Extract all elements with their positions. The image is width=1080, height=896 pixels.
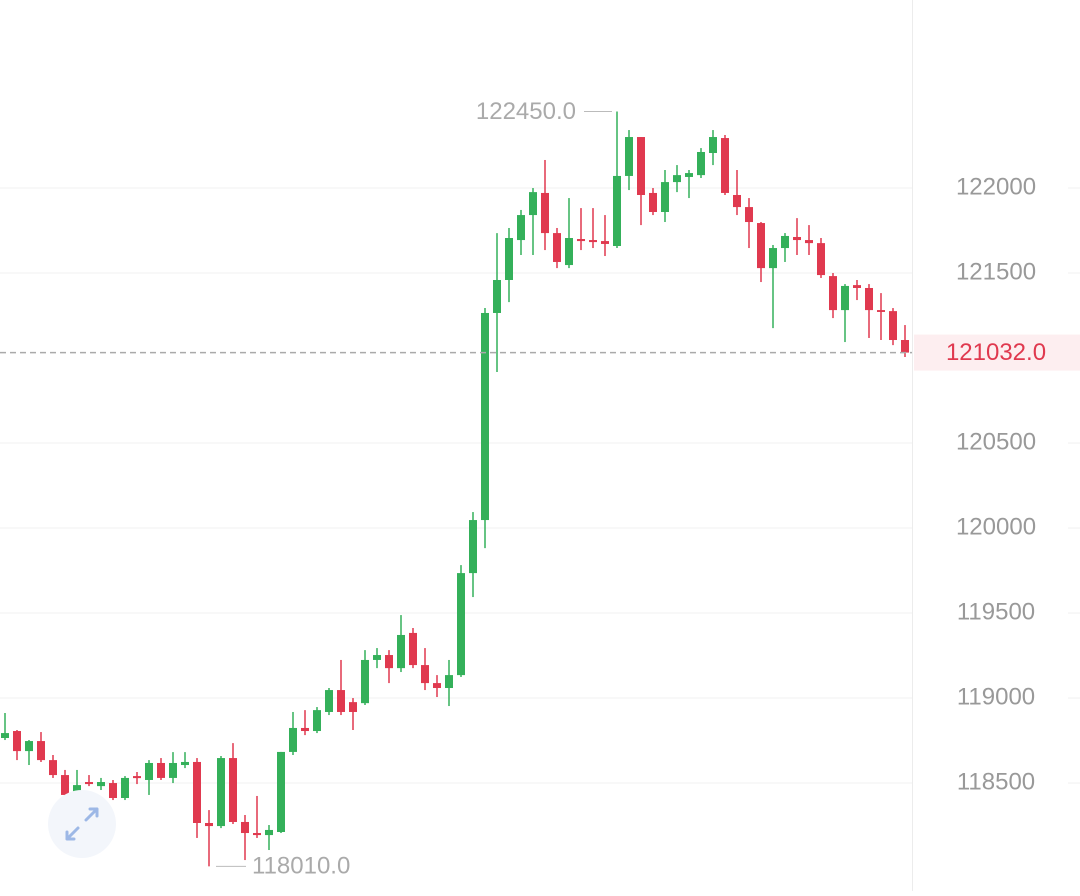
candle-body (709, 137, 717, 154)
candle-body (649, 192, 657, 212)
candle-body (481, 312, 489, 521)
candle-body (589, 240, 597, 243)
candle-body (229, 758, 237, 822)
candle-body (133, 776, 141, 779)
candle-body (553, 233, 561, 262)
last-price-label: 121032.0 (946, 339, 1046, 366)
candle-body (1, 733, 9, 738)
expand-icon[interactable] (65, 807, 99, 841)
candle-body (733, 194, 741, 208)
candle-body (37, 741, 45, 761)
candle-body (565, 238, 573, 266)
candle-body (421, 665, 429, 684)
candle-body (769, 248, 777, 269)
candle-body (277, 751, 285, 833)
candle-body (385, 655, 393, 669)
candle-body (793, 236, 801, 241)
candle-body (901, 340, 909, 353)
candle-body (505, 238, 513, 280)
candle-body (49, 760, 57, 776)
candle-body (541, 192, 549, 234)
candle-body (361, 659, 369, 704)
candle-body (301, 727, 309, 732)
candle-body (313, 710, 321, 732)
last-price-box (914, 334, 1080, 371)
candle-body (241, 821, 249, 834)
low-label: 118010.0 (252, 853, 350, 880)
candle-body (373, 655, 381, 660)
y-tick-label: 122000 (956, 173, 1036, 200)
candle-body (721, 138, 729, 193)
candle-body (469, 520, 477, 574)
y-tick-label: 118500 (957, 768, 1035, 795)
candle-body (217, 758, 225, 827)
candle-body (661, 182, 669, 212)
candle-body (889, 311, 897, 341)
candle-body (805, 240, 813, 244)
candle-body (97, 782, 105, 787)
candle-body (757, 223, 765, 269)
candle-body (253, 833, 261, 836)
candle-body (433, 683, 441, 689)
candle-body (697, 151, 705, 176)
candle-body (85, 782, 93, 785)
y-tick-label: 119500 (957, 598, 1035, 625)
candle-body (109, 783, 117, 799)
candle-body (865, 287, 873, 311)
candle-body (265, 829, 273, 836)
y-tick-label: 121500 (956, 258, 1036, 285)
expand-button-bg[interactable] (48, 790, 116, 858)
candle-body (457, 573, 465, 676)
candle-body (493, 279, 501, 313)
candle-body (637, 137, 645, 195)
candle-body (601, 241, 609, 244)
candle-body (577, 239, 585, 242)
candle-body (397, 634, 405, 669)
candle-body (121, 777, 129, 799)
candle-body (685, 173, 693, 177)
candle-body (205, 822, 213, 827)
candle-body (145, 762, 153, 780)
candle-body (781, 235, 789, 249)
candle-body (745, 207, 753, 223)
candle-body (625, 137, 633, 176)
candle-body (517, 215, 525, 241)
candle-body (169, 762, 177, 778)
candle-body (853, 285, 861, 288)
candle-body (25, 741, 33, 752)
candle-body (61, 775, 69, 795)
expand-button[interactable] (48, 790, 116, 858)
candle-body (409, 632, 417, 666)
y-tick-label: 120500 (956, 428, 1036, 455)
candle-body (181, 761, 189, 766)
candle-body (13, 731, 21, 752)
candle-body (673, 175, 681, 183)
candle-body (349, 702, 357, 712)
candle-body (529, 192, 537, 216)
candle-body (337, 690, 345, 712)
y-tick-label: 119000 (957, 683, 1035, 710)
candle-body (445, 675, 453, 689)
candle-body (613, 175, 621, 246)
candle-body (325, 690, 333, 712)
candle-body (289, 727, 297, 752)
candle-body (817, 243, 825, 276)
candle-body (73, 785, 81, 795)
candle-body (829, 276, 837, 311)
high-label: 122450.0 (476, 98, 576, 125)
candle-body (157, 762, 165, 778)
candle-body (877, 310, 885, 312)
candle-body (193, 761, 201, 823)
candle-body (841, 285, 849, 311)
y-tick-label: 120000 (956, 513, 1036, 540)
